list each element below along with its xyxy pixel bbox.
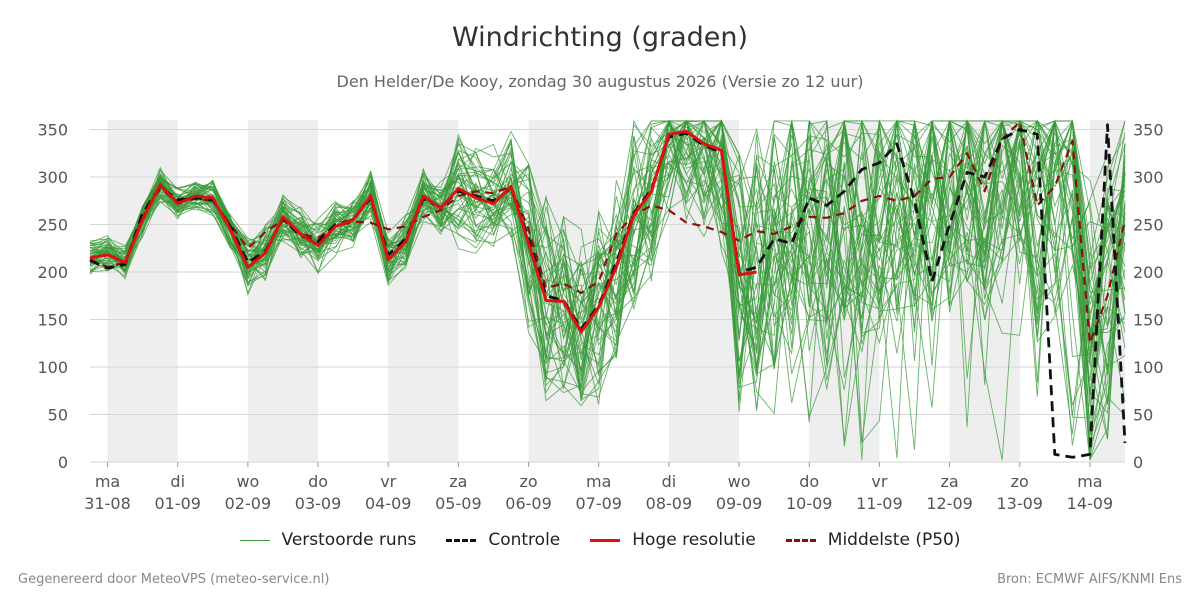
legend-label-0: Verstoorde runs — [281, 530, 417, 550]
legend-item-3: Middelste (P50) — [785, 530, 961, 550]
legend-item-1: Controle — [446, 530, 560, 550]
median-line — [89, 120, 1127, 345]
y-tick-right-50: 50 — [1133, 406, 1153, 425]
footer-source: Bron: ECMWF AIFS/KNMI Ens — [997, 572, 1182, 587]
x-tick-date-0: 31-08 — [84, 494, 131, 513]
x-tick-day-3: do — [308, 472, 328, 491]
perturbed-run-49 — [89, 120, 1126, 461]
x-tick-date-10: 10-09 — [786, 494, 833, 513]
x-tick-day-5: za — [449, 472, 467, 491]
legend-label-2: Hoge resolutie — [632, 530, 756, 550]
footer-generated-by: Gegenereerd door MeteoVPS (meteo-service… — [18, 572, 330, 587]
x-tick-day-6: zo — [519, 472, 537, 491]
shade-band-0 — [107, 120, 178, 462]
x-tick-date-5: 05-09 — [435, 494, 482, 513]
x-tick-date-12: 12-09 — [926, 494, 973, 513]
shade-band-1 — [247, 120, 319, 462]
y-tick-right-150: 150 — [1133, 311, 1164, 330]
y-tick-left-150: 150 — [37, 311, 68, 330]
legend-item-0: Verstoorde runs — [239, 530, 417, 550]
legend-item-2: Hoge resolutie — [590, 530, 756, 550]
x-tick-day-10: do — [799, 472, 819, 491]
x-tick-day-2: wo — [236, 472, 259, 491]
perturbed-run-41 — [89, 119, 1126, 446]
x-tick-day-7: ma — [586, 472, 611, 491]
perturbed-run-47 — [89, 119, 1126, 371]
x-tick-day-4: vr — [380, 472, 396, 491]
high-resolution-line — [89, 129, 757, 334]
x-tick-day-11: vr — [871, 472, 887, 491]
x-tick-date-2: 02-09 — [225, 494, 272, 513]
x-tick-date-7: 07-09 — [575, 494, 622, 513]
y-tick-right-200: 200 — [1133, 263, 1164, 282]
x-tick-day-14: ma — [1077, 472, 1102, 491]
legend-swatch-1 — [446, 538, 477, 542]
y-tick-left-250: 250 — [37, 216, 68, 235]
y-tick-left-300: 300 — [37, 168, 68, 187]
x-tick-date-1: 01-09 — [154, 494, 201, 513]
y-tick-right-300: 300 — [1133, 168, 1164, 187]
legend: Verstoorde runs Controle Hoge resolutie Mid… — [0, 530, 1200, 550]
x-tick-day-12: za — [940, 472, 958, 491]
chart-subtitle: Den Helder/De Kooy, zondag 30 augustus 2… — [336, 72, 864, 91]
y-tick-left-0: 0 — [58, 453, 68, 472]
chart-title: Windrichting (graden) — [451, 22, 749, 53]
main-series — [89, 120, 1127, 459]
perturbed-run-45 — [89, 120, 1126, 461]
legend-label-3: Middelste (P50) — [827, 530, 961, 550]
legend-swatch-2 — [590, 538, 621, 542]
y-tick-right-250: 250 — [1133, 216, 1164, 235]
x-tick-date-14: 14-09 — [1067, 494, 1114, 513]
legend-label-1: Controle — [488, 530, 561, 550]
legend-swatch-0 — [239, 539, 270, 541]
legend-swatch-3 — [785, 538, 816, 542]
perturbed-run-46 — [89, 119, 1126, 360]
perturbed-run-36 — [89, 119, 1126, 406]
x-tick-day-9: wo — [728, 472, 751, 491]
x-tick-date-13: 13-09 — [996, 494, 1043, 513]
y-tick-left-50: 50 — [48, 406, 68, 425]
x-tick-date-4: 04-09 — [365, 494, 412, 513]
x-tick-date-3: 03-09 — [295, 494, 342, 513]
y-ticks-right: 0 50 100 150 200 250 300 350 — [1133, 121, 1164, 473]
y-tick-right-100: 100 — [1133, 358, 1164, 377]
x-tick-date-9: 09-09 — [716, 494, 763, 513]
x-tick-date-6: 06-09 — [505, 494, 552, 513]
x-tick-day-8: di — [662, 472, 677, 491]
perturbed-run-48 — [89, 119, 1126, 381]
x-tick-date-8: 08-09 — [646, 494, 693, 513]
y-tick-right-0: 0 — [1133, 453, 1143, 472]
x-tick-day-1: di — [170, 472, 185, 491]
y-ticks-left: 0 50 100 150 200 250 300 350 — [37, 121, 68, 473]
x-tick-day-13: zo — [1011, 472, 1029, 491]
x-ticks: ma 31-08 di 01-09 wo 02-09 do 03-09 vr 04-09 za 05-… — [84, 462, 1113, 513]
x-tick-date-11: 11-09 — [856, 494, 903, 513]
y-tick-left-100: 100 — [37, 358, 68, 377]
y-tick-right-350: 350 — [1133, 121, 1164, 140]
y-tick-left-200: 200 — [37, 263, 68, 282]
y-tick-left-350: 350 — [37, 121, 68, 140]
x-tick-day-0: ma — [95, 472, 120, 491]
